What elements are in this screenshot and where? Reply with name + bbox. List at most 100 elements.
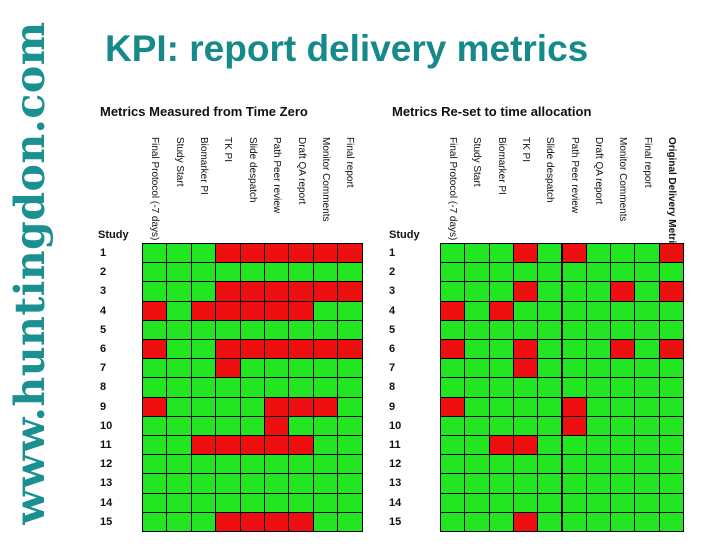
cell-red: [289, 436, 313, 455]
cell-green: [489, 416, 513, 435]
cell-red: [240, 282, 264, 301]
cell-green: [465, 436, 489, 455]
cell-green: [143, 378, 167, 397]
cell-red: [562, 244, 586, 263]
cell-red: [265, 340, 289, 359]
cell-green: [489, 474, 513, 493]
panel-title: Metrics Measured from Time Zero: [100, 104, 308, 119]
cell-green: [586, 359, 611, 378]
cell-green: [167, 282, 191, 301]
cell-green: [289, 416, 313, 435]
cell-green: [191, 397, 216, 416]
cell-red: [240, 340, 264, 359]
cell-green: [611, 474, 635, 493]
cell-green: [513, 378, 538, 397]
cell-green: [513, 263, 538, 282]
cell-green: [441, 474, 465, 493]
cell-green: [586, 378, 611, 397]
cell-green: [313, 474, 338, 493]
cell-green: [240, 416, 264, 435]
cell-red: [265, 301, 289, 320]
cell-red: [191, 301, 216, 320]
cell-green: [216, 263, 240, 282]
cell-red: [143, 340, 167, 359]
study-number: 3: [389, 285, 396, 298]
cell-green: [240, 320, 264, 339]
cell-green: [562, 301, 586, 320]
cell-red: [513, 359, 538, 378]
cell-green: [538, 244, 562, 263]
cell-red: [240, 512, 264, 531]
cell-red: [441, 340, 465, 359]
cell-green: [465, 455, 489, 474]
cell-green: [513, 416, 538, 435]
study-number: 8: [389, 381, 396, 394]
study-number: 13: [100, 477, 113, 490]
cell-green: [562, 282, 586, 301]
cell-red: [265, 244, 289, 263]
cell-green: [659, 436, 683, 455]
cell-green: [489, 244, 513, 263]
cell-green: [562, 340, 586, 359]
cell-green: [538, 436, 562, 455]
cell-red: [513, 512, 538, 531]
page-title: KPI: report delivery metrics: [105, 28, 589, 69]
cell-green: [441, 244, 465, 263]
cell-green: [143, 493, 167, 512]
cell-red: [338, 282, 362, 301]
metrics-grid: [440, 243, 684, 532]
cell-green: [441, 378, 465, 397]
study-number: 9: [100, 400, 107, 413]
cell-green: [265, 378, 289, 397]
cell-green: [313, 301, 338, 320]
cell-green: [167, 244, 191, 263]
cell-green: [635, 493, 659, 512]
cell-green: [143, 474, 167, 493]
cell-green: [191, 512, 216, 531]
cell-green: [465, 474, 489, 493]
cell-green: [659, 512, 683, 531]
cell-red: [143, 397, 167, 416]
cell-green: [538, 320, 562, 339]
study-number: 7: [389, 362, 396, 375]
cell-green: [659, 474, 683, 493]
cell-green: [659, 397, 683, 416]
cell-green: [191, 359, 216, 378]
cell-green: [143, 244, 167, 263]
cell-green: [586, 416, 611, 435]
cell-green: [659, 455, 683, 474]
cell-green: [635, 474, 659, 493]
cell-red: [562, 416, 586, 435]
cell-green: [635, 416, 659, 435]
study-number: 5: [100, 323, 107, 336]
cell-green: [586, 512, 611, 531]
column-label: Path Peer review: [568, 137, 580, 214]
cell-green: [465, 397, 489, 416]
column-label: Monitor Comments: [320, 137, 331, 222]
cell-red: [289, 397, 313, 416]
cell-green: [289, 378, 313, 397]
cell-green: [313, 436, 338, 455]
cell-green: [143, 455, 167, 474]
study-number: 1: [389, 247, 396, 259]
study-number: 10: [389, 419, 402, 432]
cell-green: [538, 493, 562, 512]
cell-green: [216, 397, 240, 416]
study-number: 11: [389, 439, 401, 451]
cell-green: [489, 493, 513, 512]
cell-green: [289, 493, 313, 512]
study-number: 15: [100, 515, 113, 528]
cell-green: [611, 263, 635, 282]
cell-green: [635, 340, 659, 359]
cell-red: [289, 512, 313, 531]
cell-green: [313, 512, 338, 531]
cell-red: [191, 436, 216, 455]
cell-red: [611, 340, 635, 359]
cell-green: [265, 493, 289, 512]
cell-green: [538, 474, 562, 493]
cell-green: [659, 416, 683, 435]
cell-green: [191, 378, 216, 397]
cell-green: [538, 282, 562, 301]
study-number: 6: [389, 343, 396, 355]
cell-green: [313, 378, 338, 397]
